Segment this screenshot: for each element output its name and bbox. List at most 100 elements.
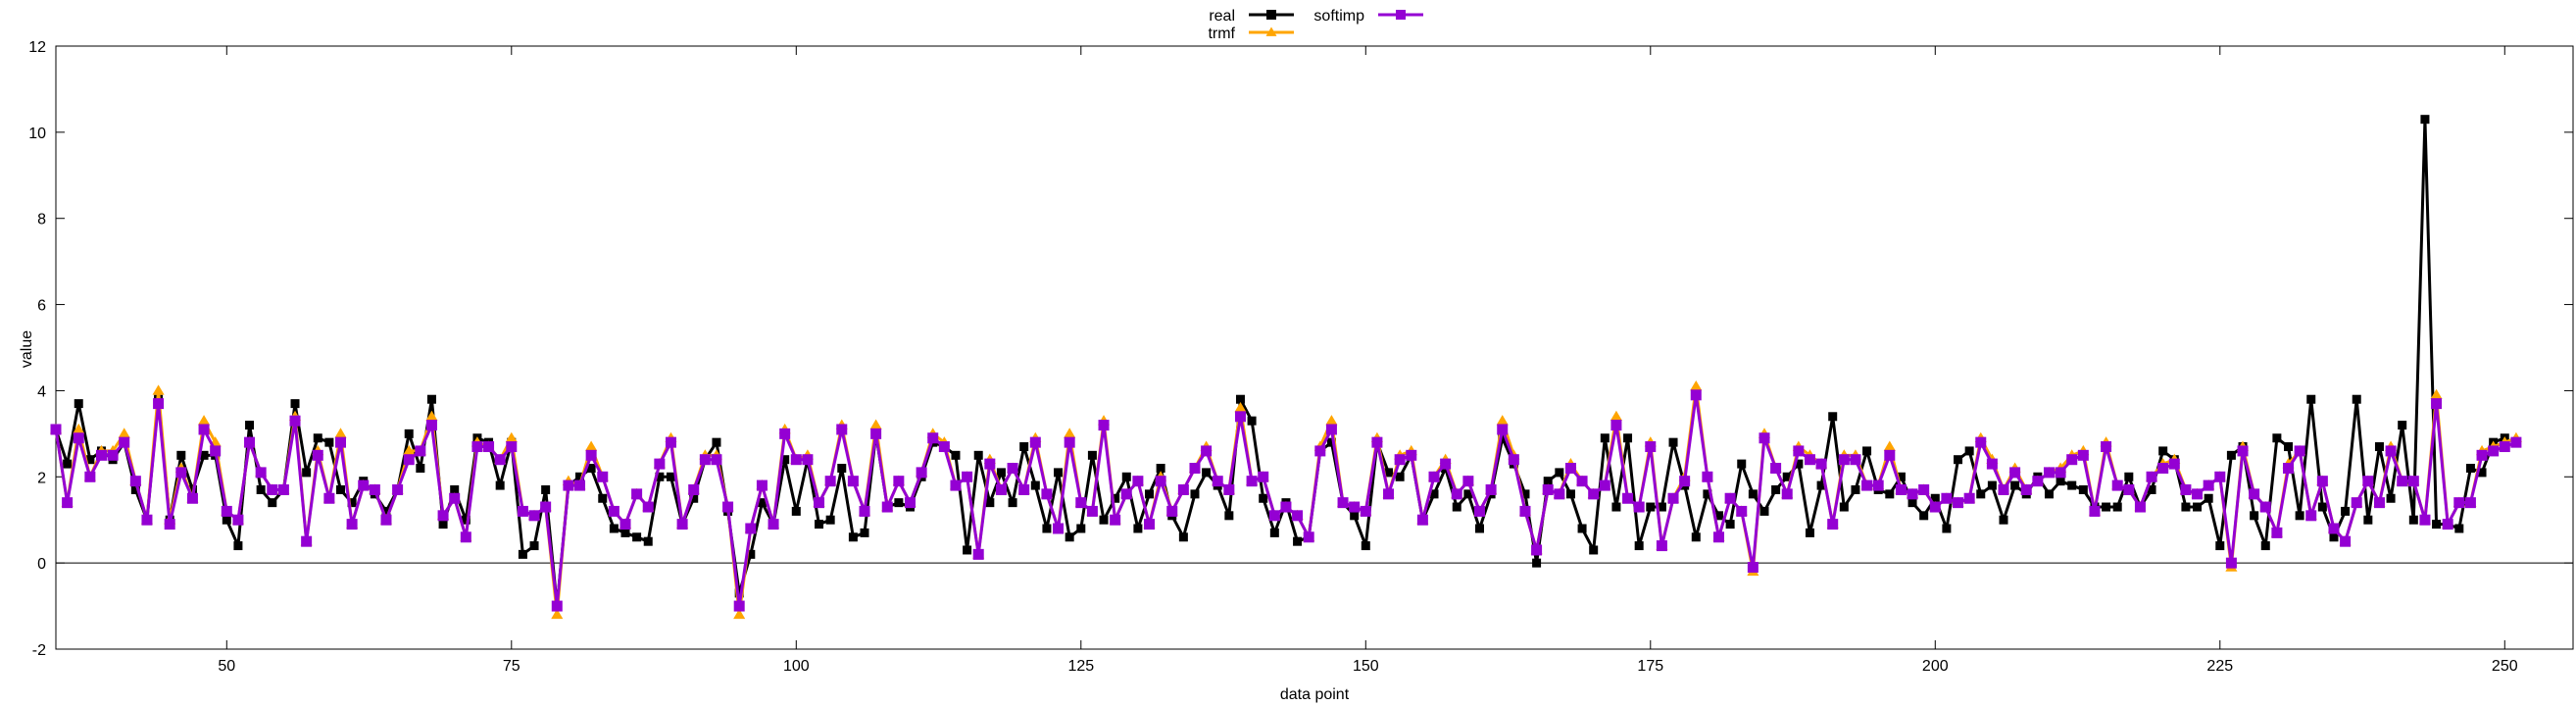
point-real (780, 455, 790, 465)
point-softimp (289, 415, 301, 427)
point-real (1589, 545, 1599, 555)
point-softimp (129, 476, 141, 487)
point-softimp (1007, 463, 1018, 474)
point-softimp (1850, 454, 1861, 466)
point-softimp (642, 501, 654, 513)
point-softimp (2510, 436, 2522, 448)
point-softimp (1918, 483, 1930, 495)
point-real (632, 532, 642, 542)
point-softimp (2499, 441, 2510, 453)
point-real (1269, 528, 1279, 537)
legend-label-real: real (1209, 8, 1235, 25)
point-softimp (2032, 476, 2044, 487)
point-softimp (528, 510, 540, 522)
point-softimp (221, 505, 232, 517)
point-softimp (425, 420, 437, 431)
legend-label-softimp: softimp (1313, 8, 1364, 25)
point-real (1885, 489, 1895, 499)
point-real (426, 394, 436, 404)
point-softimp (84, 471, 96, 482)
point-trmf (551, 608, 564, 620)
point-real (2158, 446, 2168, 456)
point-softimp (962, 471, 973, 482)
point-softimp (631, 488, 643, 500)
point-softimp (1633, 501, 1645, 513)
point-softimp (415, 445, 426, 457)
point-real (1896, 472, 1906, 481)
point-real (1145, 489, 1155, 499)
point-real (529, 541, 539, 551)
point-softimp (1406, 449, 1417, 461)
point-real (575, 472, 585, 481)
point-softimp (1212, 476, 1223, 487)
point-softimp (1086, 505, 1098, 517)
point-real (74, 399, 83, 409)
point-trmf (505, 431, 518, 442)
point-softimp (1075, 497, 1087, 509)
point-softimp (1314, 445, 1326, 457)
x-tick-label: 75 (503, 658, 520, 675)
legend-label-trmf: trmf (1208, 25, 1235, 42)
point-real (1577, 524, 1587, 533)
point-real (1384, 468, 1394, 478)
point-real (2226, 450, 2236, 460)
point-softimp (2066, 454, 2078, 466)
point-softimp (1098, 420, 1110, 431)
point-softimp (802, 454, 814, 466)
point-softimp (2192, 488, 2204, 500)
point-softimp (2362, 476, 2374, 487)
point-softimp (1702, 471, 1713, 482)
x-tick-label: 50 (218, 658, 235, 675)
point-softimp (824, 476, 836, 487)
point-softimp (1053, 523, 1065, 534)
series-line-real (54, 118, 2505, 608)
point-softimp (972, 548, 984, 560)
point-softimp (950, 479, 962, 491)
point-real (1202, 468, 1212, 478)
point-real (837, 464, 847, 473)
point-real (2432, 520, 2442, 530)
point-real (1862, 446, 1872, 456)
point-softimp (334, 436, 346, 448)
point-real (1930, 493, 1940, 503)
point-softimp (938, 441, 950, 453)
point-softimp (1724, 492, 1736, 504)
point-softimp (380, 514, 392, 526)
point-real (2112, 502, 2122, 512)
point-trmf (198, 415, 211, 426)
point-real (712, 437, 721, 447)
point-softimp (244, 436, 256, 448)
point-softimp (1440, 458, 1452, 470)
point-trmf (1064, 428, 1076, 438)
point-softimp (1132, 476, 1144, 487)
point-softimp (2237, 445, 2249, 457)
point-softimp (2305, 510, 2317, 522)
point-softimp (2146, 471, 2157, 482)
point-real (1999, 515, 2008, 525)
point-softimp (1155, 476, 1166, 487)
point-softimp (1383, 488, 1395, 500)
point-real (2465, 464, 2475, 473)
point-real (1543, 477, 1553, 486)
point-real (2215, 541, 2225, 551)
y-tick-label: 0 (37, 556, 46, 573)
point-real (1668, 437, 1678, 447)
point-softimp (186, 492, 198, 504)
point-real (1737, 459, 1747, 469)
point-softimp (323, 492, 335, 504)
legend-marker-softimp (1396, 10, 1406, 20)
point-real (2363, 515, 2373, 525)
point-softimp (255, 467, 267, 479)
point-real (1759, 506, 1769, 516)
point-trmf (1234, 401, 1247, 413)
point-softimp (403, 454, 415, 466)
point-softimp (1815, 458, 1827, 470)
point-softimp (1667, 492, 1679, 504)
point-real (1395, 472, 1405, 481)
point-softimp (141, 514, 153, 526)
point-real (655, 472, 665, 481)
point-real (233, 541, 243, 551)
point-softimp (1554, 488, 1565, 500)
point-softimp (1268, 510, 1280, 522)
point-softimp (1884, 449, 1896, 461)
